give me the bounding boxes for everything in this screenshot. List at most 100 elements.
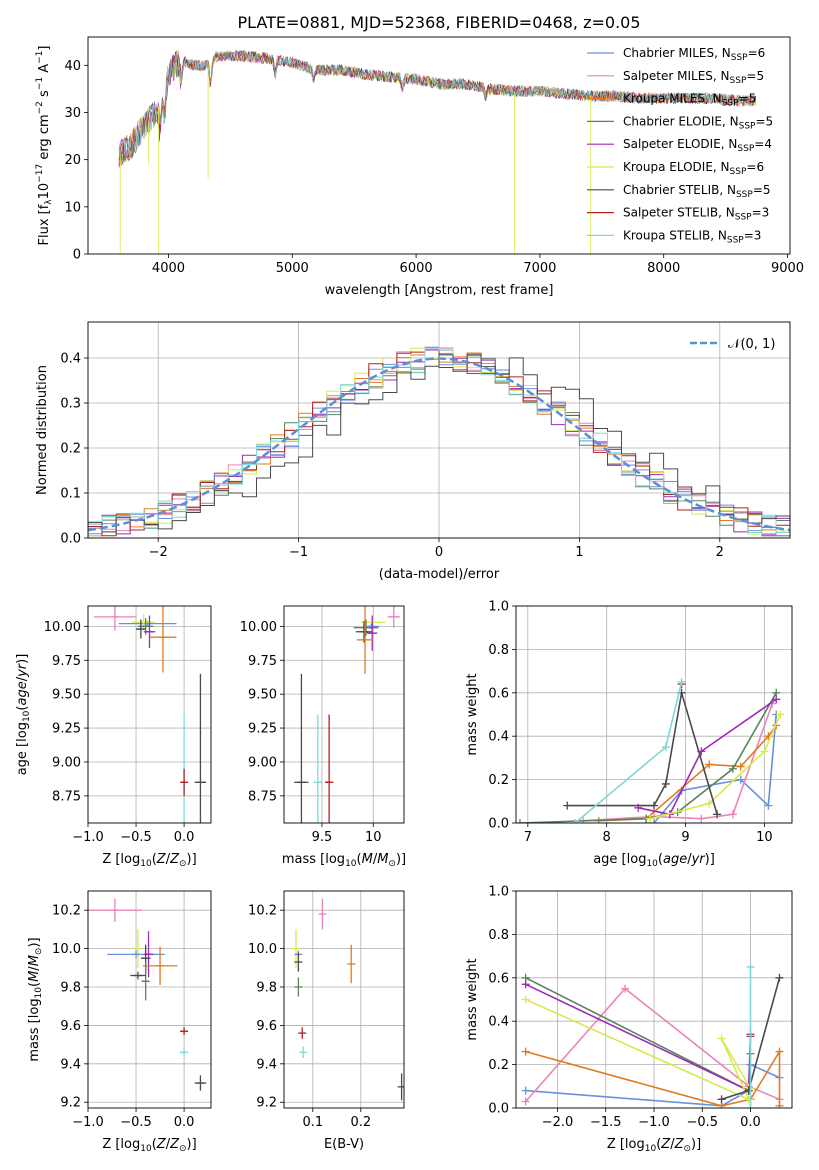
y-tick-label: 0.0 (60, 532, 81, 547)
weight-marker-chabrier_miles (764, 801, 773, 810)
mass_vs_ebv-axes: 0.1 0.2 9.2 9.4 9.6 9.8 10.0 10.2 (248, 891, 404, 1130)
spectrum-lines (118, 49, 757, 254)
y-tick-label: 0.2 (60, 442, 81, 457)
y-tick-label: 9.00 (52, 755, 81, 770)
y-tick-label: 9.8 (60, 981, 81, 996)
y-tick-label: 1.0 (488, 600, 509, 615)
axes-frame (87, 890, 212, 1109)
weight-marker-salpeter_elodie (772, 695, 781, 704)
mass-vs-Z-ylabel: mass [log10(M/M⊙)] (27, 937, 44, 1061)
y-tick-label: 0.4 (60, 352, 81, 367)
legend-label-kroupa_stelib: Kroupa STELIB, NSSP=3 (623, 228, 761, 245)
y-tick-label: 9.50 (52, 688, 81, 703)
y-tick-label: 10.0 (248, 942, 277, 957)
y-tick-label: 0 (73, 248, 81, 263)
weight-marker-salpeter_elodie (521, 980, 530, 989)
weight-marker-kroupa_miles (521, 1047, 530, 1056)
x-tick-label: 9.5 (312, 830, 333, 845)
histogram-chabrier_stelib (88, 353, 790, 536)
weight-marker-kroupa_elodie (760, 747, 769, 756)
x-tick-label: 9 (681, 830, 689, 845)
y-tick-label: 8.75 (52, 789, 81, 804)
y-tick-label: 40 (64, 59, 81, 74)
age-vs-Z-xlabel: Z [log10(Z/Z⊙)] (102, 852, 196, 869)
y-tick-label: 9.6 (256, 1019, 277, 1034)
weight-line-salpeter_miles (525, 987, 780, 1103)
weight-marker-chabrier_elodie (728, 764, 737, 773)
weight-marker-kroupa_miles (736, 762, 745, 771)
weight-marker-chabrier_miles (736, 775, 745, 784)
y-tick-label: 9.75 (248, 654, 277, 669)
spectrum-xlabel: wavelength [Angstrom, rest frame] (325, 283, 554, 298)
x-tick-label: 10 (365, 830, 382, 845)
weight-marker-chabrier_stelib (650, 801, 658, 810)
weight-marker-chabrier_stelib (713, 810, 722, 819)
x-tick-label: 1 (575, 545, 583, 560)
axes-frame (515, 605, 793, 824)
weight-marker-kroupa_stelib (677, 677, 686, 686)
legend-label-chabrier_elodie: Chabrier ELODIE, NSSP=5 (623, 114, 773, 131)
x-tick-label: 7000 (523, 261, 556, 276)
y-tick-label: 9.6 (60, 1019, 81, 1034)
weight-vs-Z-xlabel: Z [log10(Z/Z⊙)] (607, 1137, 701, 1154)
x-tick-label: −1.0 (638, 1115, 670, 1130)
weight_vs_Z-lines (521, 962, 784, 1108)
y-tick-label: 9.25 (52, 722, 81, 737)
x-tick-label: 0.1 (302, 1115, 323, 1130)
y-tick-label: 8.75 (248, 789, 277, 804)
mass_vs_Z-axes: −1.0 −0.5 0.0 9.2 9.4 9.6 9.8 10.0 10.2 (52, 891, 211, 1130)
y-tick-label: 0.8 (488, 643, 509, 658)
weight-marker-kroupa_miles (775, 1047, 784, 1056)
axes-frame (87, 321, 791, 539)
weight-marker-kroupa_elodie (521, 995, 530, 1004)
residual-histograms (88, 346, 790, 537)
age_vs_mass-points (294, 606, 400, 823)
x-tick-label: −0.5 (120, 830, 152, 845)
x-tick-label: −1.0 (72, 1115, 104, 1130)
age_vs_mass-axes: 9.5 10 8.75 9.00 9.25 9.50 9.75 10.00 (240, 606, 404, 845)
y-tick-label: 10.0 (52, 942, 81, 957)
age_vs_Z-points (93, 606, 207, 823)
weight-marker-kroupa_stelib (746, 1104, 755, 1108)
spectrum-series-salpeter_stelib (118, 50, 756, 162)
age-vs-Z-ylabel: age [log10(age/yr)] (15, 654, 32, 776)
y-tick-label: 0.2 (488, 1058, 509, 1073)
x-tick-label: −1.5 (590, 1115, 622, 1130)
weight-line-salpeter_elodie (638, 698, 777, 816)
weight-marker-kroupa_elodie (646, 814, 655, 823)
x-tick-label: 0.2 (350, 1115, 371, 1130)
weight-marker-chabrier_stelib (775, 973, 784, 982)
spectrum-ylabel: Flux [fλ10−17 erg cm−2 s−1 A−1] (35, 46, 54, 246)
x-tick-label: −0.5 (120, 1115, 152, 1130)
weight-marker-chabrier_stelib (661, 779, 670, 788)
y-tick-label: 0.2 (488, 773, 509, 788)
legend-label-salpeter_elodie: Salpeter ELODIE, NSSP=4 (623, 137, 772, 154)
weight-line-kroupa_elodie (525, 998, 752, 1101)
y-tick-label: 9.2 (60, 1096, 81, 1111)
spectrum-legend: Chabrier MILES, NSSP=6 Salpeter MILES, NS… (587, 46, 773, 245)
axes-frame (283, 890, 405, 1109)
weight-vs-age-xlabel: age [log10(age/yr)] (593, 852, 715, 869)
weight-marker-salpeter_miles (521, 1097, 530, 1106)
x-tick-label: −2.0 (542, 1115, 574, 1130)
weight-marker-kroupa_miles (775, 1101, 784, 1108)
x-tick-label: 7 (524, 830, 532, 845)
x-tick-label: 0.0 (174, 830, 195, 845)
x-tick-label: 0.0 (174, 1115, 195, 1130)
legend-label-kroupa_miles: Kroupa MILES, NSSP=5 (623, 92, 756, 109)
y-tick-label: 10.00 (240, 620, 277, 635)
x-tick-label: 5000 (276, 261, 309, 276)
legend-label-salpeter_miles: Salpeter MILES, NSSP=5 (623, 69, 764, 86)
legend-label-chabrier_stelib: Chabrier STELIB, NSSP=5 (623, 183, 771, 200)
x-tick-label: 10 (756, 830, 773, 845)
axes-frame (515, 890, 793, 1109)
x-tick-label: −1.0 (72, 830, 104, 845)
legend-label-salpeter_stelib: Salpeter STELIB, NSSP=3 (623, 206, 769, 223)
residuals-xlabel: (data-model)/error (379, 567, 500, 582)
y-tick-label: 0.8 (488, 928, 509, 943)
x-tick-label: 8000 (647, 261, 680, 276)
legend-label-normal: 𝒩(0, 1) (728, 337, 775, 352)
y-tick-label: 9.8 (256, 981, 277, 996)
axes-frame (283, 605, 405, 824)
mass_vs_Z-points (88, 898, 207, 1091)
